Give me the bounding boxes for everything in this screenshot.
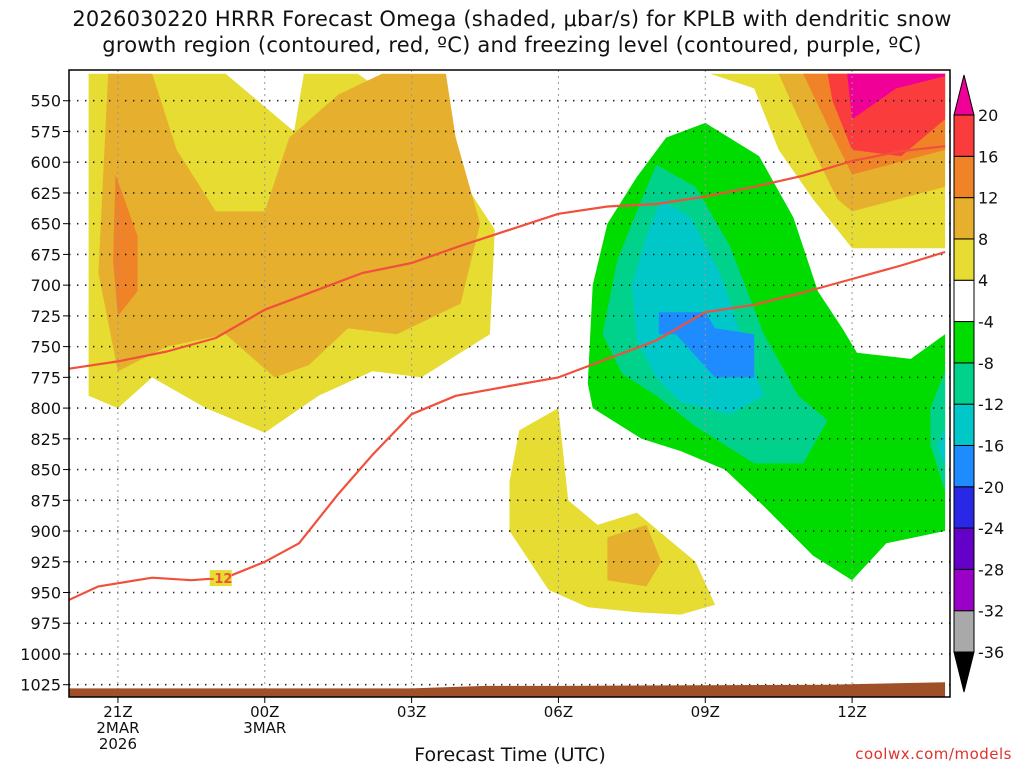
- y-tick-label-675: 675: [30, 245, 61, 264]
- omega-region-15: [930, 371, 946, 492]
- x-tick-label-06Z: 06Z: [544, 703, 573, 721]
- colorbar-box--20-to--16: [953, 444, 975, 488]
- y-tick-label-875: 875: [30, 491, 61, 510]
- surface-terrain: [69, 682, 946, 697]
- omega-region-2: [98, 73, 481, 378]
- x-tick-label-21Z-line3: 2026: [99, 735, 137, 753]
- colorbar-box-4-to-8: [953, 238, 975, 281]
- colorbar-label--8: -8: [978, 354, 994, 373]
- omega-region-5: [607, 524, 662, 587]
- colorbar-label--24: -24: [978, 519, 1004, 538]
- x-tick-label-21Z: 21Z: [103, 703, 132, 721]
- y-tick-label-600: 600: [30, 153, 61, 172]
- colorbar-label-4: 4: [978, 271, 988, 290]
- omega-region-10: [847, 73, 946, 120]
- chart-title-line2: growth region (contoured, red, ºC) and f…: [102, 33, 922, 57]
- omega-shading: [88, 73, 946, 615]
- colorbar-box-8-to-12: [953, 197, 975, 240]
- chart-title: 2026030220 HRRR Forecast Omega (shaded, …: [0, 6, 1024, 58]
- colorbar-label--28: -28: [978, 560, 1004, 579]
- y-tick-label-700: 700: [30, 276, 61, 295]
- omega-region-4: [509, 408, 716, 615]
- colorbar-box-12-to-16: [953, 155, 975, 199]
- colorbar-label-20: 20: [978, 106, 998, 125]
- y-tick-label-575: 575: [30, 122, 61, 141]
- colorbar-label--36: -36: [978, 643, 1004, 662]
- y-tick-label-975: 975: [30, 614, 61, 633]
- colorbar-box--28-to--24: [953, 527, 975, 570]
- x-tick-label-00Z-line2: 3MAR: [243, 719, 286, 737]
- chart-title-line1: 2026030220 HRRR Forecast Omega (shaded, …: [72, 7, 952, 31]
- x-tick-label-21Z-line2: 2MAR: [96, 719, 139, 737]
- colorbar-box--32-to--28: [953, 568, 975, 612]
- colorbar-label--4: -4: [978, 313, 994, 332]
- y-tick-label-650: 650: [30, 215, 61, 234]
- contour-dendritic-lower: [69, 250, 946, 601]
- colorbar-box--24-to--20: [953, 486, 975, 529]
- omega-region-14: [658, 312, 755, 378]
- y-tick-label-775: 775: [30, 368, 61, 387]
- colorbar-box--12-to--8: [953, 362, 975, 405]
- colorbar-box--4-to-4: [953, 279, 975, 323]
- y-tick-label-900: 900: [30, 522, 61, 541]
- colorbar-label--20: -20: [978, 478, 1004, 497]
- colorbar-box--16-to--12: [953, 403, 975, 446]
- y-axis: 550 575 600 625 650 675 700 725 750 775 800 825 850 8…: [20, 92, 69, 695]
- colorbar-label-12: 12: [978, 189, 998, 208]
- colorbar-under-triangle: [953, 651, 975, 693]
- y-tick-label-925: 925: [30, 553, 61, 572]
- y-tick-label-800: 800: [30, 399, 61, 418]
- y-tick-label-825: 825: [30, 430, 61, 449]
- x-axis-label: Forecast Time (UTC): [414, 744, 606, 766]
- contour-label: -12: [209, 572, 233, 587]
- temperature-contours: -12: [69, 145, 946, 601]
- colorbar-label--12: -12: [978, 395, 1004, 414]
- source-credit: coolwx.com/models: [855, 745, 1012, 763]
- plot-frame: [68, 69, 951, 698]
- grid-lines: [69, 70, 950, 697]
- colorbar-box--36-to--32: [953, 610, 975, 653]
- y-tick-label-1025: 1025: [20, 676, 61, 695]
- omega-region-3: [113, 174, 138, 316]
- colorbar-box-16-to-20: [953, 114, 975, 157]
- y-tick-label-1000: 1000: [20, 645, 61, 664]
- colorbar-label-16: 16: [978, 147, 998, 166]
- y-tick-label-750: 750: [30, 338, 61, 357]
- x-tick-label-03Z: 03Z: [397, 703, 426, 721]
- colorbar-label-8: 8: [978, 230, 988, 249]
- x-tick-label-09Z: 09Z: [691, 703, 720, 721]
- y-tick-label-950: 950: [30, 584, 61, 603]
- contour-dendritic-upper: [69, 145, 946, 370]
- y-tick-label-625: 625: [30, 184, 61, 203]
- omega-region-16: [937, 426, 946, 468]
- x-tick-label-00Z: 00Z: [250, 703, 279, 721]
- y-tick-label-725: 725: [30, 307, 61, 326]
- y-tick-label-850: 850: [30, 461, 61, 480]
- terrain-surface: [69, 682, 946, 697]
- contour-label-bg: [209, 570, 232, 587]
- y-tick-label-550: 550: [30, 92, 61, 111]
- colorbar-label--32: -32: [978, 602, 1004, 621]
- colorbar-box--8-to--4: [953, 321, 975, 364]
- colorbar-over-triangle: [953, 74, 975, 116]
- x-tick-label-12Z: 12Z: [837, 703, 866, 721]
- colorbar: -36 -32 -28 -24 -20 -16 -12 -8 -4 4 8 12 16 20: [953, 74, 1004, 693]
- colorbar-label--16: -16: [978, 436, 1004, 455]
